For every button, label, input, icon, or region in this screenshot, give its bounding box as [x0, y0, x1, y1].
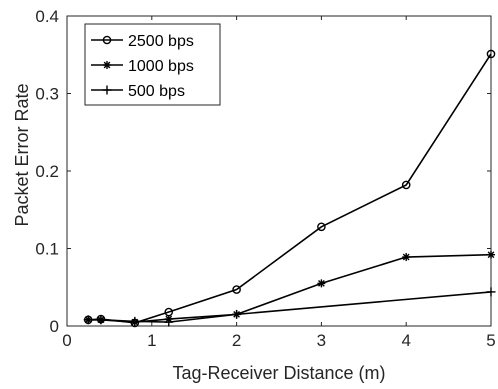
data-point-circle — [102, 35, 112, 45]
data-point-asterisk — [487, 250, 495, 259]
asterisk-stroke — [402, 253, 410, 261]
data-point-plus — [486, 287, 496, 297]
series-500-bps — [83, 287, 496, 327]
x-tick-label: 2 — [232, 331, 241, 350]
x-axis-label: Tag-Receiver Distance (m) — [172, 363, 385, 383]
x-tick-label: 0 — [62, 331, 71, 350]
legend-label: 2500 bps — [128, 33, 194, 50]
y-tick-label: 0.1 — [35, 240, 59, 259]
data-point-asterisk — [402, 253, 411, 262]
data-point-asterisk — [317, 279, 326, 288]
x-tick-label: 1 — [147, 331, 156, 350]
data-point-plus — [102, 85, 112, 95]
data-point-plus — [232, 309, 242, 319]
y-tick-label: 0.3 — [35, 85, 59, 104]
data-point-asterisk — [103, 61, 111, 69]
data-point-plus — [83, 315, 93, 325]
data-point-plus — [164, 317, 174, 327]
data-point-circle — [401, 180, 411, 190]
data-point-circle — [232, 285, 241, 294]
legend: 2500 bps 1000 bps 500 bps — [84, 23, 221, 106]
y-tick-label: 0 — [50, 317, 59, 336]
data-point-plus — [96, 315, 106, 325]
asterisk-stroke — [487, 251, 495, 259]
legend-label: 500 bps — [128, 83, 185, 100]
legend-item: 2500 bps — [91, 33, 194, 50]
x-tick-label: 4 — [401, 331, 410, 350]
legend-item: 500 bps — [91, 83, 185, 100]
data-point-circle — [486, 49, 496, 59]
y-tick-label: 0.4 — [35, 7, 59, 26]
data-point-plus — [130, 316, 140, 326]
legend-item: 1000 bps — [91, 58, 194, 75]
x-tick-label: 5 — [486, 331, 495, 350]
x-tick-label: 3 — [317, 331, 326, 350]
legend-label: 1000 bps — [128, 58, 194, 75]
data-point-circle — [317, 222, 326, 232]
y-axis-label: Packet Error Rate — [12, 83, 32, 226]
asterisk-stroke — [318, 280, 325, 287]
series-layer — [83, 49, 496, 328]
axes: 0 1 2 3 4 5 0 0.1 0.2 0.3 0.4 — [35, 7, 495, 350]
y-tick-label: 0.2 — [35, 162, 59, 181]
asterisk-stroke — [103, 61, 111, 69]
